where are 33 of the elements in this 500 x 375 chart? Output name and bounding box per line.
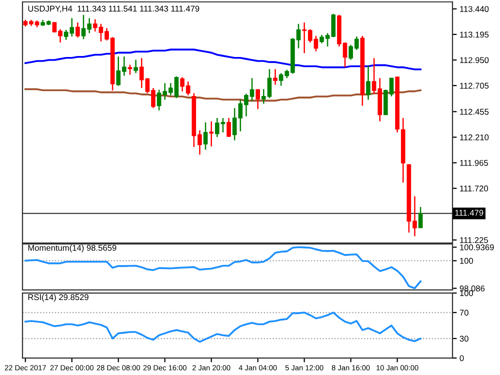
y-tick-label: 100 — [460, 258, 474, 264]
chart-title: RSI(14) 29.8529 — [28, 294, 88, 302]
y-tick-label: 0 — [460, 355, 464, 362]
candlestick — [134, 59, 138, 74]
candlestick — [418, 206, 423, 228]
candlestick — [128, 64, 132, 76]
chart-title: USDJPY,H4 111.343 111.541 111.343 111.479 — [28, 6, 200, 13]
y-tick-label: 100.9369 — [460, 244, 494, 250]
y-tick-label: 111.965 — [460, 160, 488, 166]
candlestick — [273, 68, 278, 86]
y-tick-label: 113.440 — [460, 6, 489, 12]
y-tick-label: 70 — [460, 310, 468, 316]
candlestick — [366, 65, 370, 100]
y-tick-label: 30 — [460, 336, 468, 342]
candlestick — [226, 117, 231, 138]
candlestick — [209, 120, 214, 148]
candlestick — [203, 122, 208, 150]
y-tick-label: 112.210 — [460, 134, 489, 140]
line-series — [24, 48, 422, 70]
y-tick-label: 112.455 — [460, 108, 489, 115]
line-series — [24, 312, 422, 343]
line-series — [24, 246, 422, 290]
y-tick-label: 98.086 — [460, 286, 485, 292]
y-tick-label: 113.195 — [460, 32, 489, 38]
y-tick-label: 112.950 — [460, 57, 489, 64]
candlestick — [256, 88, 260, 110]
ref-line-label: 111.479 — [455, 210, 484, 216]
chart-title: Momentum(14) 98.5659 — [28, 244, 116, 252]
y-tick-label: 100 — [460, 290, 474, 296]
y-tick-label: 111.225 — [460, 237, 488, 244]
y-tick-label: 111.720 — [460, 186, 488, 192]
candlestick — [76, 22, 80, 38]
y-tick-label: 112.705 — [460, 82, 489, 89]
